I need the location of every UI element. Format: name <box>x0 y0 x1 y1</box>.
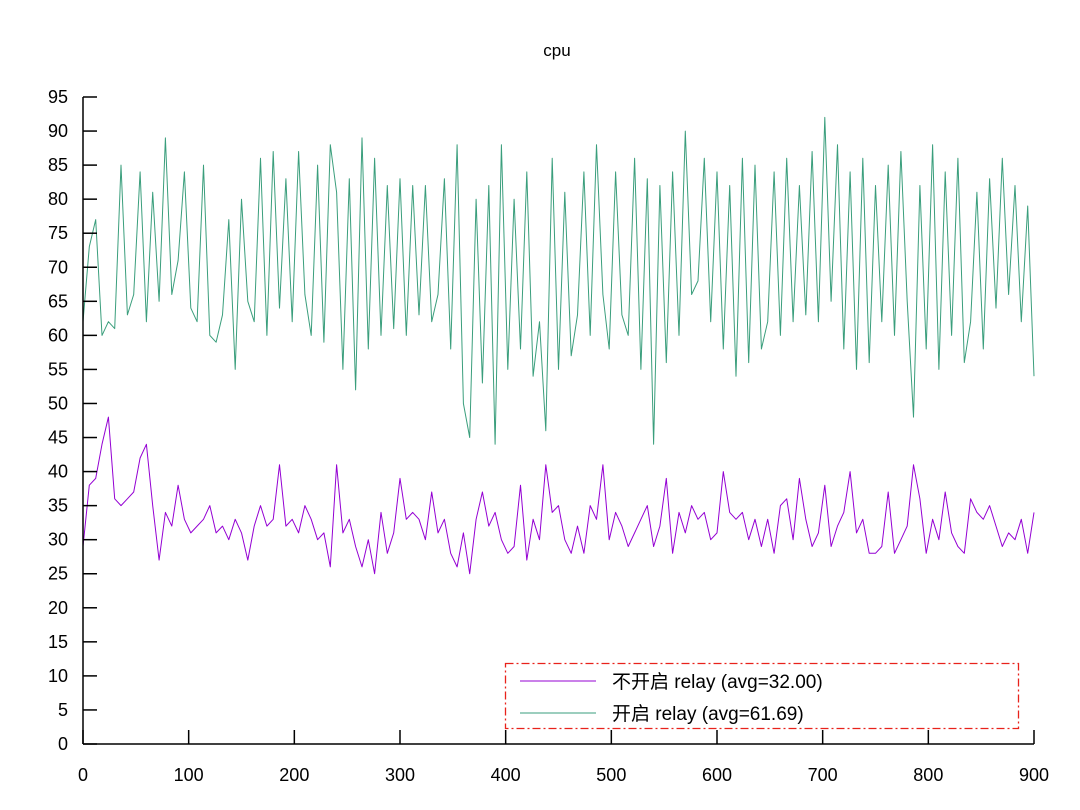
x-tick-label: 200 <box>279 765 309 785</box>
y-tick-label: 25 <box>48 564 68 584</box>
x-tick-label: 100 <box>174 765 204 785</box>
x-tick-label: 800 <box>913 765 943 785</box>
legend-label-no-relay: 不开启 relay (avg=32.00) <box>612 671 823 693</box>
y-tick-label: 85 <box>48 155 68 175</box>
x-ticks: 0 100 200 300 400 500 600 700 800 900 <box>78 730 1049 785</box>
y-ticks: 0 5 10 15 20 25 30 35 40 45 50 55 60 65 70 75 80 85 90 95 <box>48 87 97 754</box>
y-tick-label: 5 <box>58 700 68 720</box>
x-tick-label: 600 <box>702 765 732 785</box>
y-tick-label: 80 <box>48 189 68 209</box>
y-tick-label: 60 <box>48 325 68 345</box>
axes <box>82 97 1034 745</box>
y-tick-label: 90 <box>48 121 68 141</box>
legend-label-relay: 开启 relay (avg=61.69) <box>612 703 804 725</box>
y-tick-label: 0 <box>58 734 68 754</box>
legend: 不开启 relay (avg=32.00) 开启 relay (avg=61.6… <box>504 662 1020 730</box>
x-tick-label: 500 <box>596 765 626 785</box>
x-tick-label: 700 <box>808 765 838 785</box>
x-tick-label: 900 <box>1019 765 1049 785</box>
y-tick-label: 20 <box>48 598 68 618</box>
x-tick-label: 400 <box>491 765 521 785</box>
y-tick-label: 70 <box>48 257 68 277</box>
y-tick-label: 50 <box>48 393 68 413</box>
y-tick-label: 45 <box>48 428 68 448</box>
series-layer <box>82 116 1035 575</box>
x-tick-label: 300 <box>385 765 415 785</box>
legend-border <box>504 662 1020 730</box>
chart-title: cpu <box>543 41 570 60</box>
y-tick-label: 75 <box>48 223 68 243</box>
y-tick-label: 30 <box>48 530 68 550</box>
y-tick-label: 55 <box>48 359 68 379</box>
series-line-no-relay <box>82 416 1035 575</box>
y-tick-label: 15 <box>48 632 68 652</box>
x-tick-label: 0 <box>78 765 88 785</box>
y-tick-label: 65 <box>48 291 68 311</box>
y-tick-label: 35 <box>48 496 68 516</box>
y-tick-label: 10 <box>48 666 68 686</box>
y-tick-label: 40 <box>48 462 68 482</box>
series-line-relay <box>82 116 1035 445</box>
y-tick-label: 95 <box>48 87 68 107</box>
